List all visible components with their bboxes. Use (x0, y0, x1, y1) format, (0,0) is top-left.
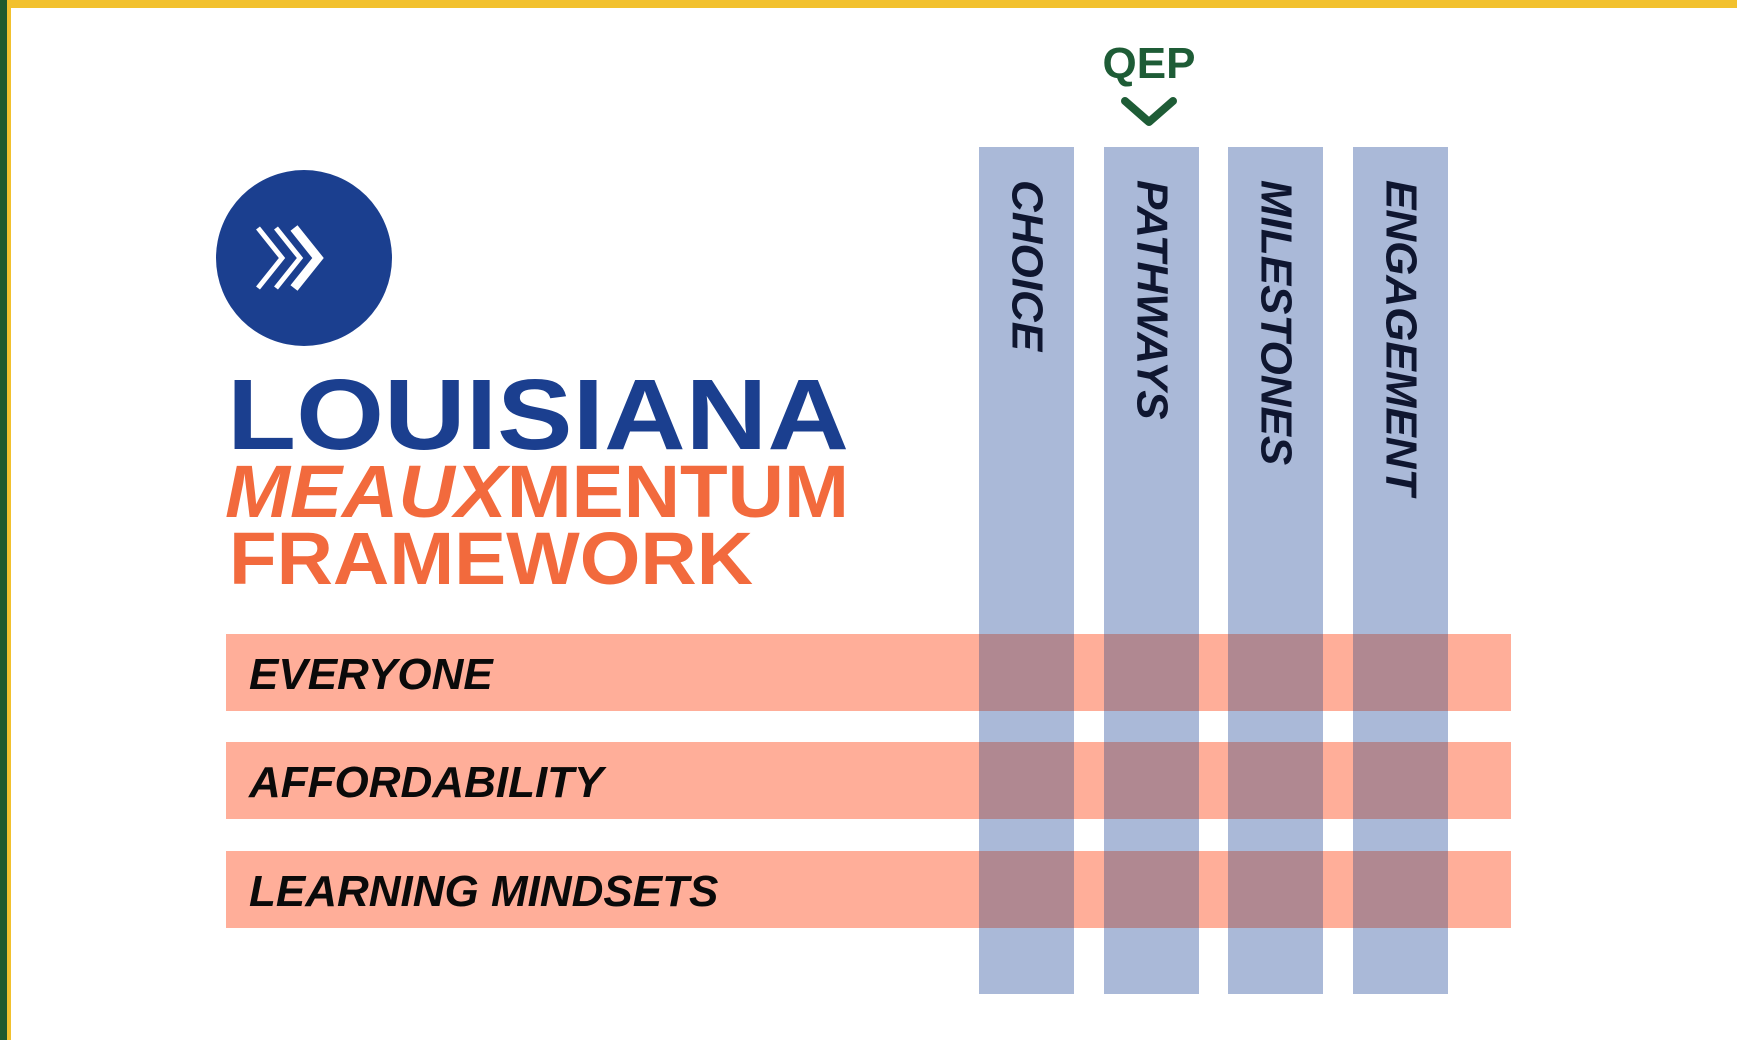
column-label: PATHWAYS (1128, 180, 1177, 420)
row-label: LEARNING MINDSETS (249, 867, 718, 916)
overlap-cell (1228, 742, 1323, 819)
column-label: ENGAGEMENT (1377, 180, 1426, 498)
overlap-cell (1104, 851, 1199, 928)
overlap-cell (979, 742, 1074, 819)
logo-circle (216, 170, 392, 346)
row-label: EVERYONE (249, 650, 494, 699)
logo-arrows (256, 225, 324, 291)
overlap-cell (1353, 634, 1448, 711)
logo-line2a: MEAUX (225, 450, 512, 533)
overlap-cell (1228, 634, 1323, 711)
overlap-cell (979, 851, 1074, 928)
overlap-cell (1353, 742, 1448, 819)
qep-label: QEP (1103, 39, 1196, 88)
overlap-cell (1104, 634, 1199, 711)
logo-line2b: MENTUM (507, 450, 849, 533)
left-border-inner (7, 0, 11, 1040)
overlap-cell (1104, 742, 1199, 819)
logo-line2: MEAUX MENTUM (225, 450, 849, 533)
column-label: CHOICE (1003, 180, 1052, 353)
column-label: MILESTONES (1252, 180, 1301, 465)
overlap-cell (1353, 851, 1448, 928)
framework-grid: CHOICE PATHWAYS MILESTONES ENGAGEMENT EVERYO… (226, 147, 1511, 994)
overlap-cell (1228, 851, 1323, 928)
row-label: AFFORDABILITY (248, 758, 607, 807)
top-border (0, 0, 1737, 8)
qep-chevron (1121, 97, 1177, 126)
logo-line1: LOUISIANA (227, 359, 849, 471)
overlap-cell (979, 634, 1074, 711)
logo-line3: FRAMEWORK (229, 517, 753, 600)
left-border (0, 0, 7, 1040)
